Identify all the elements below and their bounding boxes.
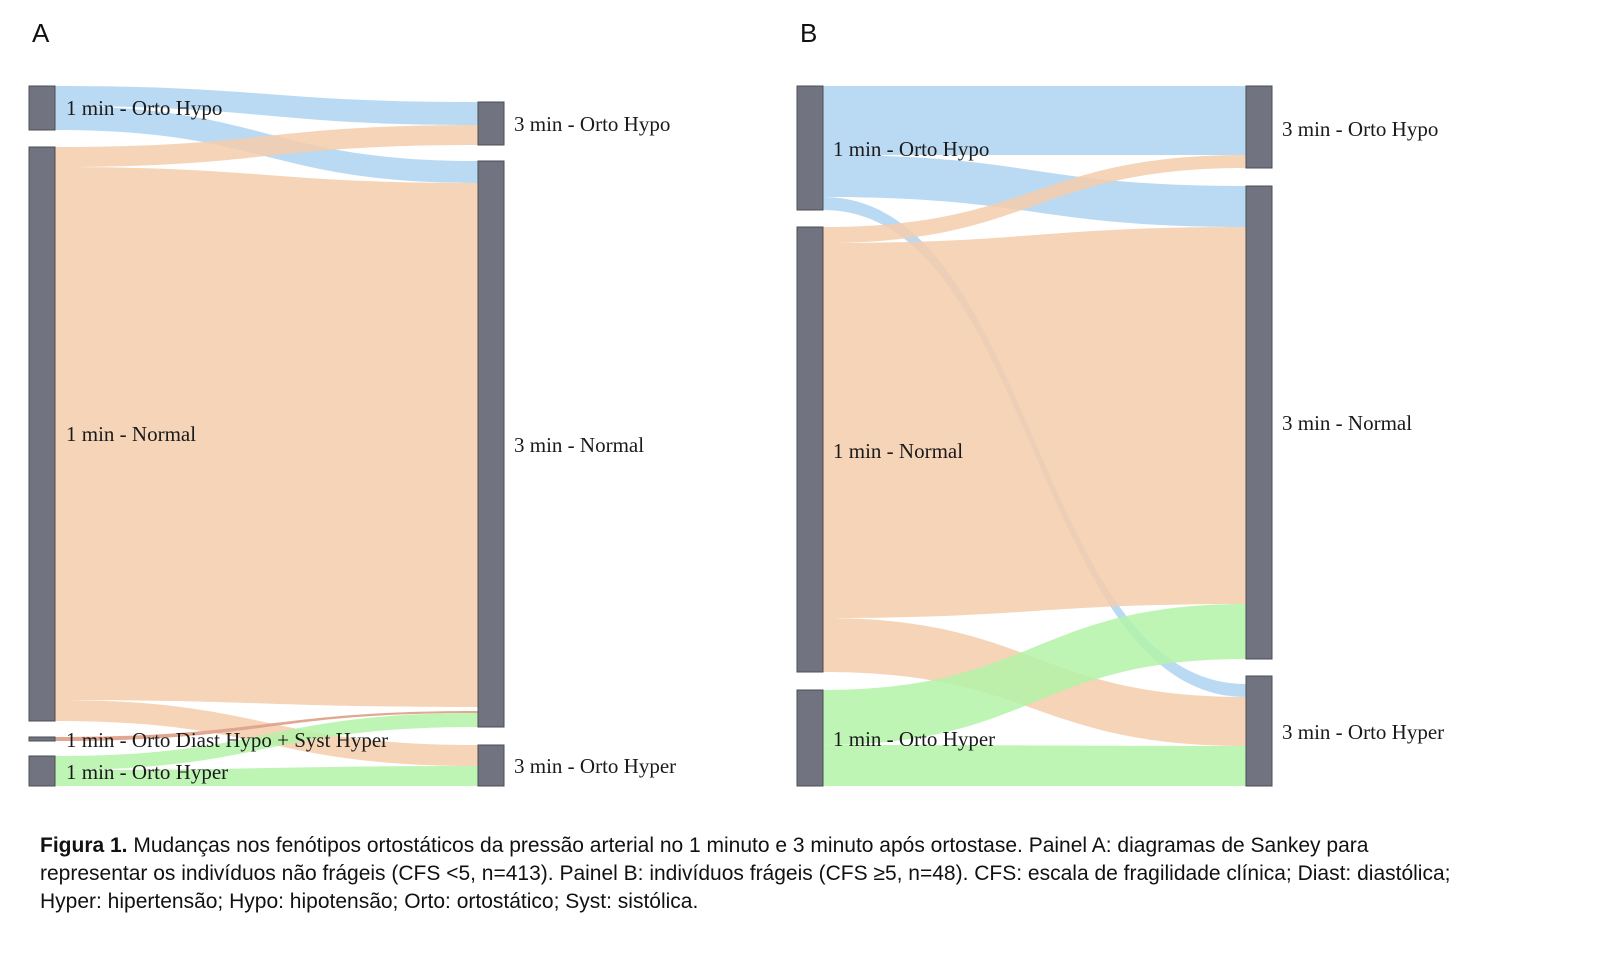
panel-a-label-r-hyper: 3 min - Orto Hyper bbox=[514, 754, 676, 778]
panel-b-label-l-hyper: 1 min - Orto Hyper bbox=[833, 727, 995, 751]
caption-bold: Figura 1. bbox=[40, 834, 128, 857]
panel-a-flow-l-hypo-to-r-hypo bbox=[55, 86, 478, 125]
panel-a-flow-l-hyper-to-r-norm bbox=[55, 713, 478, 770]
panel-a-node-r-norm bbox=[477, 160, 505, 728]
panel-b-node-l-norm bbox=[796, 226, 824, 673]
panel-b-flow-l-hyper-to-r-hyper bbox=[823, 745, 1246, 786]
panel-a-node-l-diast bbox=[28, 736, 56, 742]
panel-b-node-r-norm bbox=[1245, 185, 1273, 660]
panel-a-flow-l-norm-to-r-hyper bbox=[55, 700, 478, 766]
panel-a-flow-l-norm-to-r-hypo bbox=[55, 125, 478, 167]
panel-b-flow-l-norm-to-r-norm bbox=[823, 227, 1246, 618]
panel-b-flow-l-norm-to-r-hypo bbox=[823, 155, 1246, 243]
panel-a-flow-l-diast-to-r-norm bbox=[55, 711, 478, 741]
caption-text: Mudanças nos fenótipos ortostáticos da p… bbox=[40, 834, 1451, 913]
panel-a: A 1 min - Orto Hypo 1 min - Normal 1 min -… bbox=[28, 18, 676, 787]
panel-a-label-l-hypo: 1 min - Orto Hypo bbox=[66, 96, 222, 120]
panel-a-label-l-hyper: 1 min - Orto Hyper bbox=[66, 760, 228, 784]
panel-a-flow-l-norm-to-r-norm bbox=[55, 167, 478, 707]
panel-b-label-l-hypo: 1 min - Orto Hypo bbox=[833, 137, 989, 161]
panel-b-label-l-norm: 1 min - Normal bbox=[833, 439, 963, 463]
panel-a-label-l-norm: 1 min - Normal bbox=[66, 422, 196, 446]
panel-b-node-l-hypo bbox=[796, 85, 824, 211]
panel-a-node-l-norm bbox=[28, 146, 56, 722]
panel-a-flow-l-hyper-to-r-hyper bbox=[55, 766, 478, 786]
panel-b-label-r-hypo: 3 min - Orto Hypo bbox=[1282, 117, 1438, 141]
panel-a-label-l-diast: 1 min - Orto Diast Hypo + Syst Hyper bbox=[66, 728, 388, 752]
panel-a-label-r-norm: 3 min - Normal bbox=[514, 433, 644, 457]
panel-a-node-r-hypo bbox=[477, 101, 505, 146]
sankey-figure: A 1 min - Orto Hypo 1 min - Normal 1 min -… bbox=[28, 18, 1444, 787]
panel-b-label-r-hyper: 3 min - Orto Hyper bbox=[1282, 720, 1444, 744]
panel-b-node-r-hyper bbox=[1245, 675, 1273, 787]
panel-a-node-r-hyper bbox=[477, 744, 505, 787]
panel-b: B 1 min - Orto Hypo 1 min - Normal 1 min -… bbox=[796, 18, 1444, 787]
panel-b-label-r-norm: 3 min - Normal bbox=[1282, 411, 1412, 435]
panel-a-label-r-hypo: 3 min - Orto Hypo bbox=[514, 112, 670, 136]
panel-a-node-l-hyper bbox=[28, 755, 56, 787]
panel-b-node-l-hyper bbox=[796, 689, 824, 787]
panel-b-letter: B bbox=[800, 18, 817, 48]
panel-a-letter: A bbox=[32, 18, 50, 48]
panel-b-node-r-hypo bbox=[1245, 85, 1273, 169]
figure-caption: Figura 1. Mudanças nos fenótipos ortostá… bbox=[40, 832, 1480, 916]
panel-a-node-l-hypo bbox=[28, 85, 56, 131]
panel-b-flow-l-hyper-to-r-norm bbox=[823, 604, 1246, 745]
panel-b-flow-l-hypo-to-r-hypo bbox=[823, 86, 1246, 155]
